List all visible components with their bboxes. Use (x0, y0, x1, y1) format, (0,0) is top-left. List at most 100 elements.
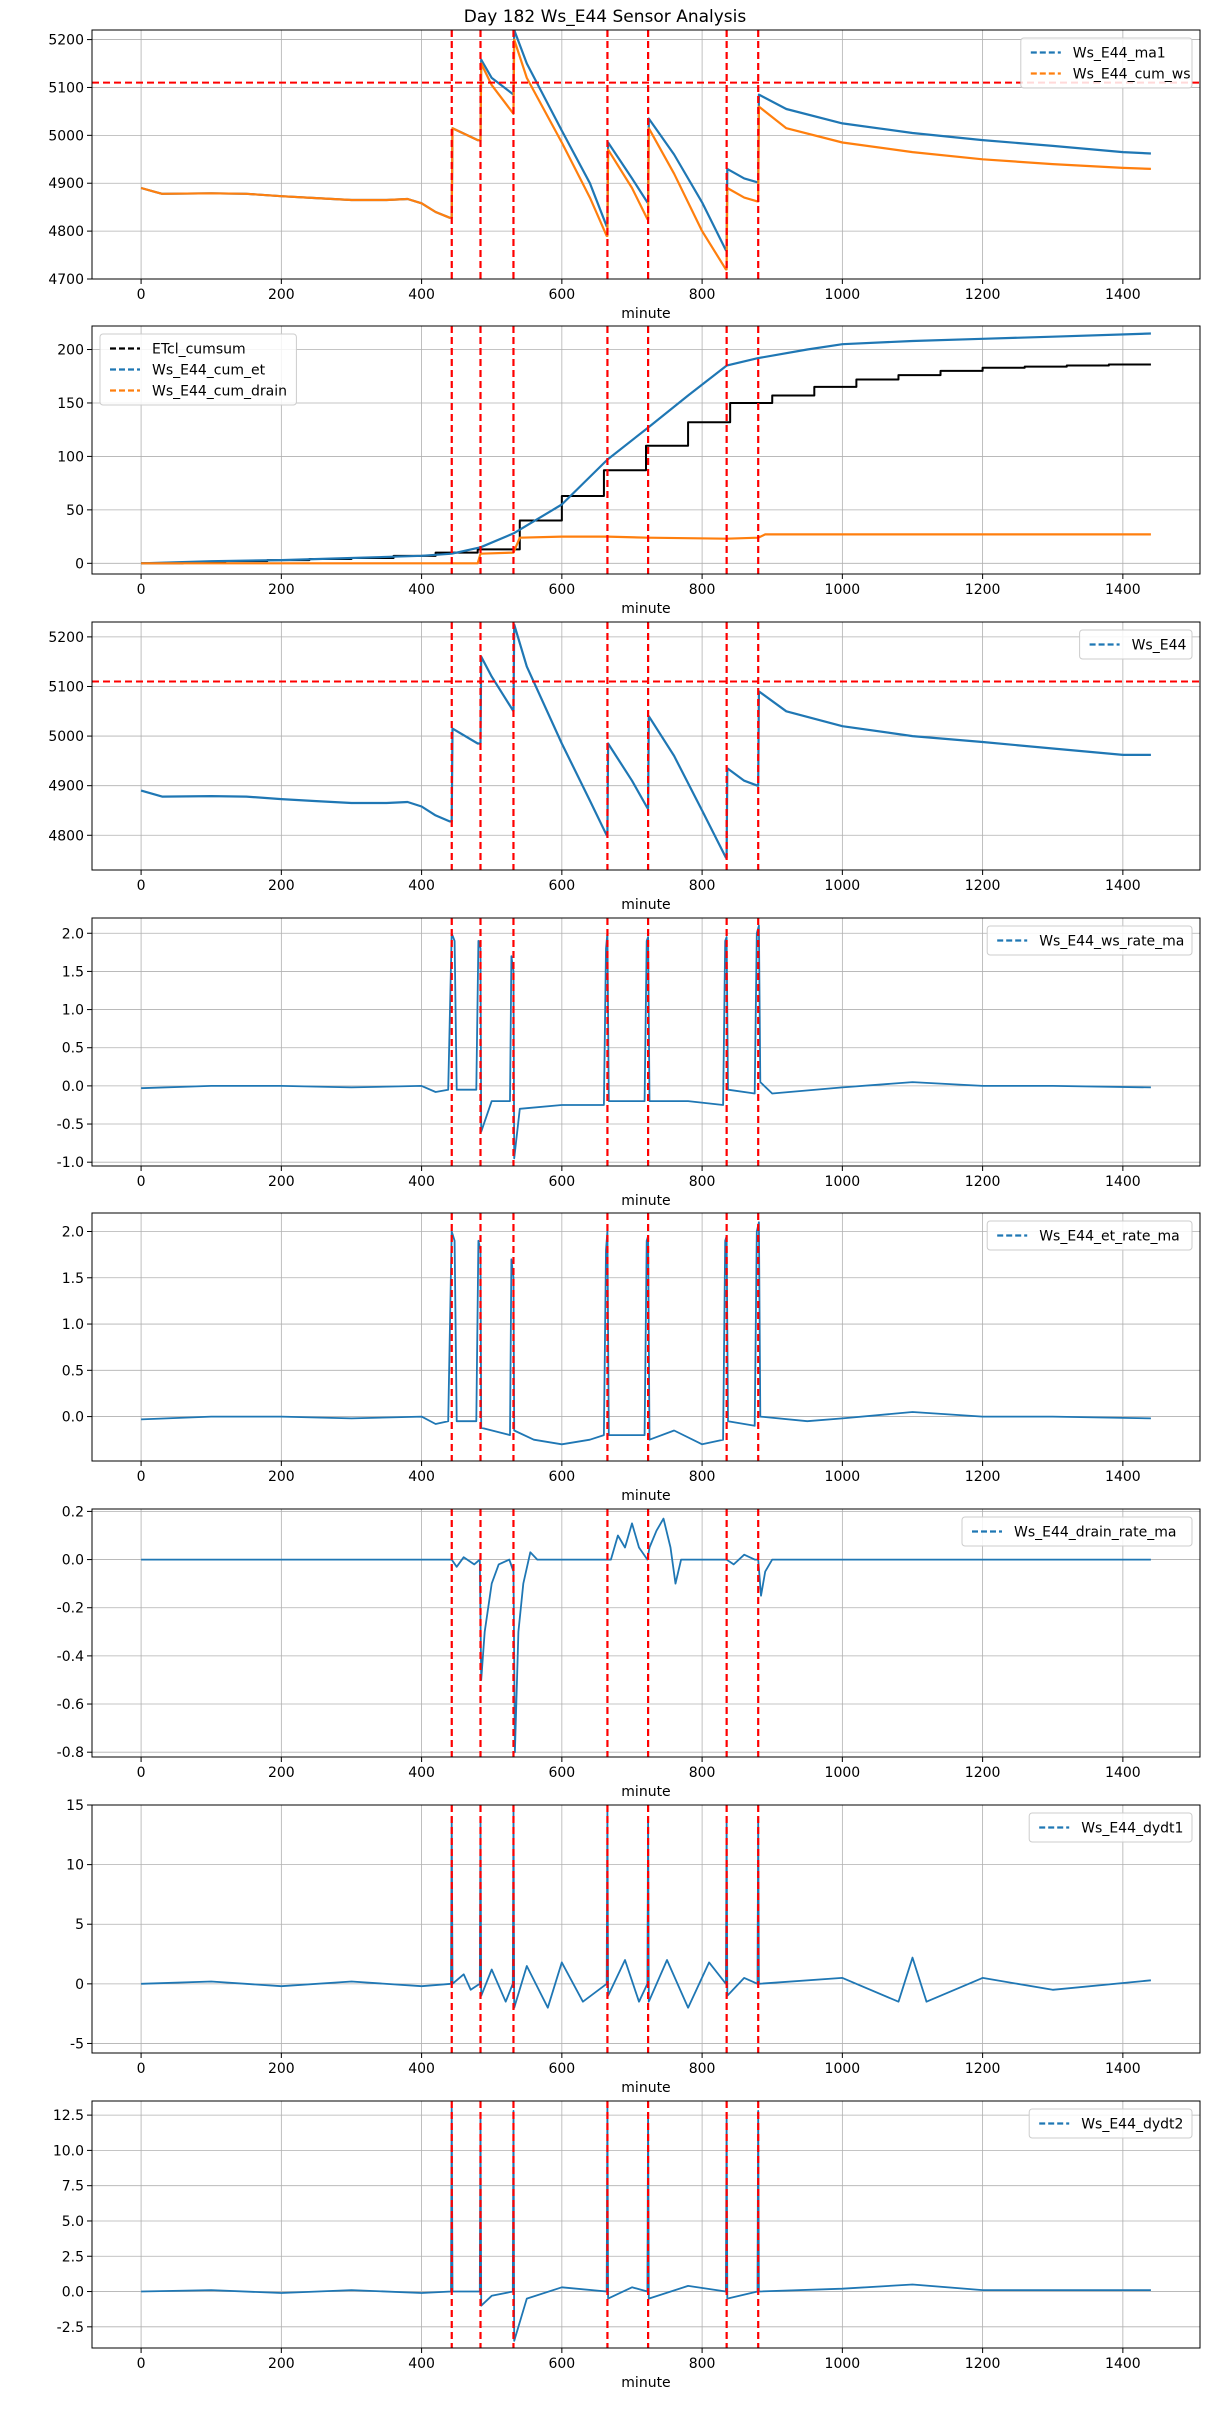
plot-area (92, 622, 1200, 870)
y-tick-label: 4800 (48, 224, 84, 240)
y-tick-label: 0.5 (62, 1041, 84, 1057)
plot-area (141, 918, 1151, 1166)
x-tick-label: 0 (137, 1765, 146, 1781)
legend: Ws_E44_dydt1 (1028, 1812, 1193, 1843)
x-tick-label: 800 (689, 287, 716, 303)
y-tick-label: 10 (66, 1858, 84, 1874)
x-tick-label: 1400 (1105, 287, 1141, 303)
axes-frame (91, 325, 1201, 575)
legend-entry: Ws_E44_cum_drain (152, 384, 287, 400)
legend: ETcl_cumsum Ws_E44_cum_et Ws_E44_cum_drain (99, 333, 297, 406)
legend: Ws_E44_drain_rate_ma (961, 1516, 1193, 1547)
subplot-3: 0 200 400 600 800 1000 1200 1400 4800 4900 5000 510… (48, 621, 1201, 913)
y-tick-label: 0.5 (62, 1363, 84, 1379)
x-tick-label: 200 (268, 2356, 295, 2372)
x-tick-label: 200 (268, 2061, 295, 2077)
legend-entry: ETcl_cumsum (152, 342, 246, 358)
y-tick-label: 1.0 (62, 1317, 84, 1333)
y-tick-label: 4700 (48, 272, 84, 288)
legend-box (1020, 37, 1193, 89)
legend-entry: Ws_E44_dydt2 (1081, 2117, 1183, 2133)
series-line-Ws_E44_drain_rate_ma (141, 1517, 1151, 1754)
x-tick-label: 800 (689, 582, 716, 598)
x-tick-label: 1000 (825, 1765, 861, 1781)
y-tick-label: -5 (70, 2036, 84, 2052)
y-tick-label: 2.0 (62, 1225, 84, 1241)
x-axis-label: minute (621, 897, 670, 913)
y-tick-label: 5 (75, 1917, 84, 1933)
x-axis-label: minute (621, 1488, 670, 1504)
plot-area (141, 326, 1151, 574)
legend-box (1028, 1812, 1193, 1843)
x-tick-label: 1200 (965, 1174, 1001, 1190)
y-tick-label: 2.5 (62, 2249, 84, 2265)
legend: Ws_E44_et_rate_ma (986, 1220, 1193, 1251)
legend-entry: Ws_E44_ma1 (1073, 46, 1166, 62)
x-tick-label: 1200 (965, 582, 1001, 598)
y-tick-label: 5100 (48, 80, 84, 96)
figure-title: Day 182 Ws_E44 Sensor Analysis (464, 7, 747, 27)
y-tick-label: -2.5 (57, 2320, 84, 2336)
subplot-4: 0 200 400 600 800 1000 1200 1400 -1.0 -0.5 0.0 0.5 1… (57, 917, 1201, 1209)
legend-box (986, 1220, 1193, 1251)
subplots: 0 200 400 600 800 1000 1200 1400470048004900500… (48, 29, 1201, 2391)
x-tick-label: 1200 (965, 878, 1001, 894)
legend-box (961, 1516, 1193, 1547)
x-axis-label: minute (621, 2080, 670, 2096)
x-tick-label: 1400 (1105, 878, 1141, 894)
y-tick-label: 5100 (48, 679, 84, 695)
plot-area (141, 2101, 1151, 2348)
x-tick-label: 600 (548, 1174, 575, 1190)
series-line-Ws_E44_cum_ws (140, 38, 1151, 271)
y-tick-label: 1.0 (62, 1003, 84, 1019)
y-tick-label: -0.8 (57, 1745, 84, 1761)
x-tick-label: 0 (137, 582, 146, 598)
y-tick-label: -1.0 (57, 1155, 84, 1171)
y-tick-label: -0.5 (57, 1117, 84, 1133)
y-tick-label: 1.5 (62, 1271, 84, 1287)
x-tick-label: 400 (408, 1469, 435, 1485)
y-tick-label: 0.0 (62, 1079, 84, 1095)
x-tick-label: 1200 (965, 1765, 1001, 1781)
legend: Ws_E44_dydt2 (1028, 2108, 1193, 2139)
y-tick-label: -0.6 (57, 1697, 84, 1713)
x-tick-label: 0 (137, 2061, 146, 2077)
y-tick-label: 0 (75, 556, 84, 572)
legend-entry: Ws_E44 (1132, 638, 1187, 654)
x-axis-label: minute (621, 306, 670, 322)
y-tick-label: 4900 (48, 176, 84, 192)
x-tick-label: 0 (137, 2356, 146, 2372)
x-tick-label: 1400 (1105, 2356, 1141, 2372)
legend: Ws_E44 (1079, 629, 1193, 660)
y-tick-label: 5200 (48, 33, 84, 49)
x-tick-label: 1400 (1105, 2061, 1141, 2077)
y-tick-label: 2.0 (62, 926, 84, 942)
plot-area (141, 1213, 1151, 1461)
x-tick-label: 200 (268, 1174, 295, 1190)
subplot-6: 0 200 400 600 800 1000 1200 1400 -0.8 -0.6 -0.4 -0.… (57, 1504, 1201, 1800)
x-tick-label: 600 (548, 1765, 575, 1781)
y-tick-label: 200 (57, 343, 84, 359)
x-tick-label: 1000 (825, 1469, 861, 1485)
x-tick-label: 800 (689, 2061, 716, 2077)
subplot-1: 0 200 400 600 800 1000 1200 1400 4700 4800 4900 500… (48, 29, 1201, 322)
x-axis-label: minute (621, 1193, 670, 1209)
legend-box (986, 925, 1193, 956)
x-axis-label: minute (621, 601, 670, 617)
legend-entry: Ws_E44_drain_rate_ma (1014, 1525, 1176, 1541)
legend: Ws_E44_ws_rate_ma (986, 925, 1193, 956)
x-tick-label: 400 (408, 287, 435, 303)
x-tick-label: 200 (268, 1469, 295, 1485)
x-tick-label: 1000 (825, 2356, 861, 2372)
x-tick-label: 400 (408, 2356, 435, 2372)
x-tick-label: 200 (268, 287, 295, 303)
y-tick-label: 0.0 (62, 1553, 84, 1569)
legend-entry: Ws_E44_cum_et (152, 363, 266, 379)
legend-entry: Ws_E44_dydt1 (1081, 1821, 1183, 1837)
y-tick-label: 5200 (48, 630, 84, 646)
y-tick-label: 12.5 (53, 2108, 84, 2124)
x-tick-label: 0 (137, 1469, 146, 1485)
legend-entry: Ws_E44_et_rate_ma (1039, 1229, 1180, 1245)
y-tick-label: -0.4 (57, 1649, 84, 1665)
x-tick-label: 600 (548, 878, 575, 894)
